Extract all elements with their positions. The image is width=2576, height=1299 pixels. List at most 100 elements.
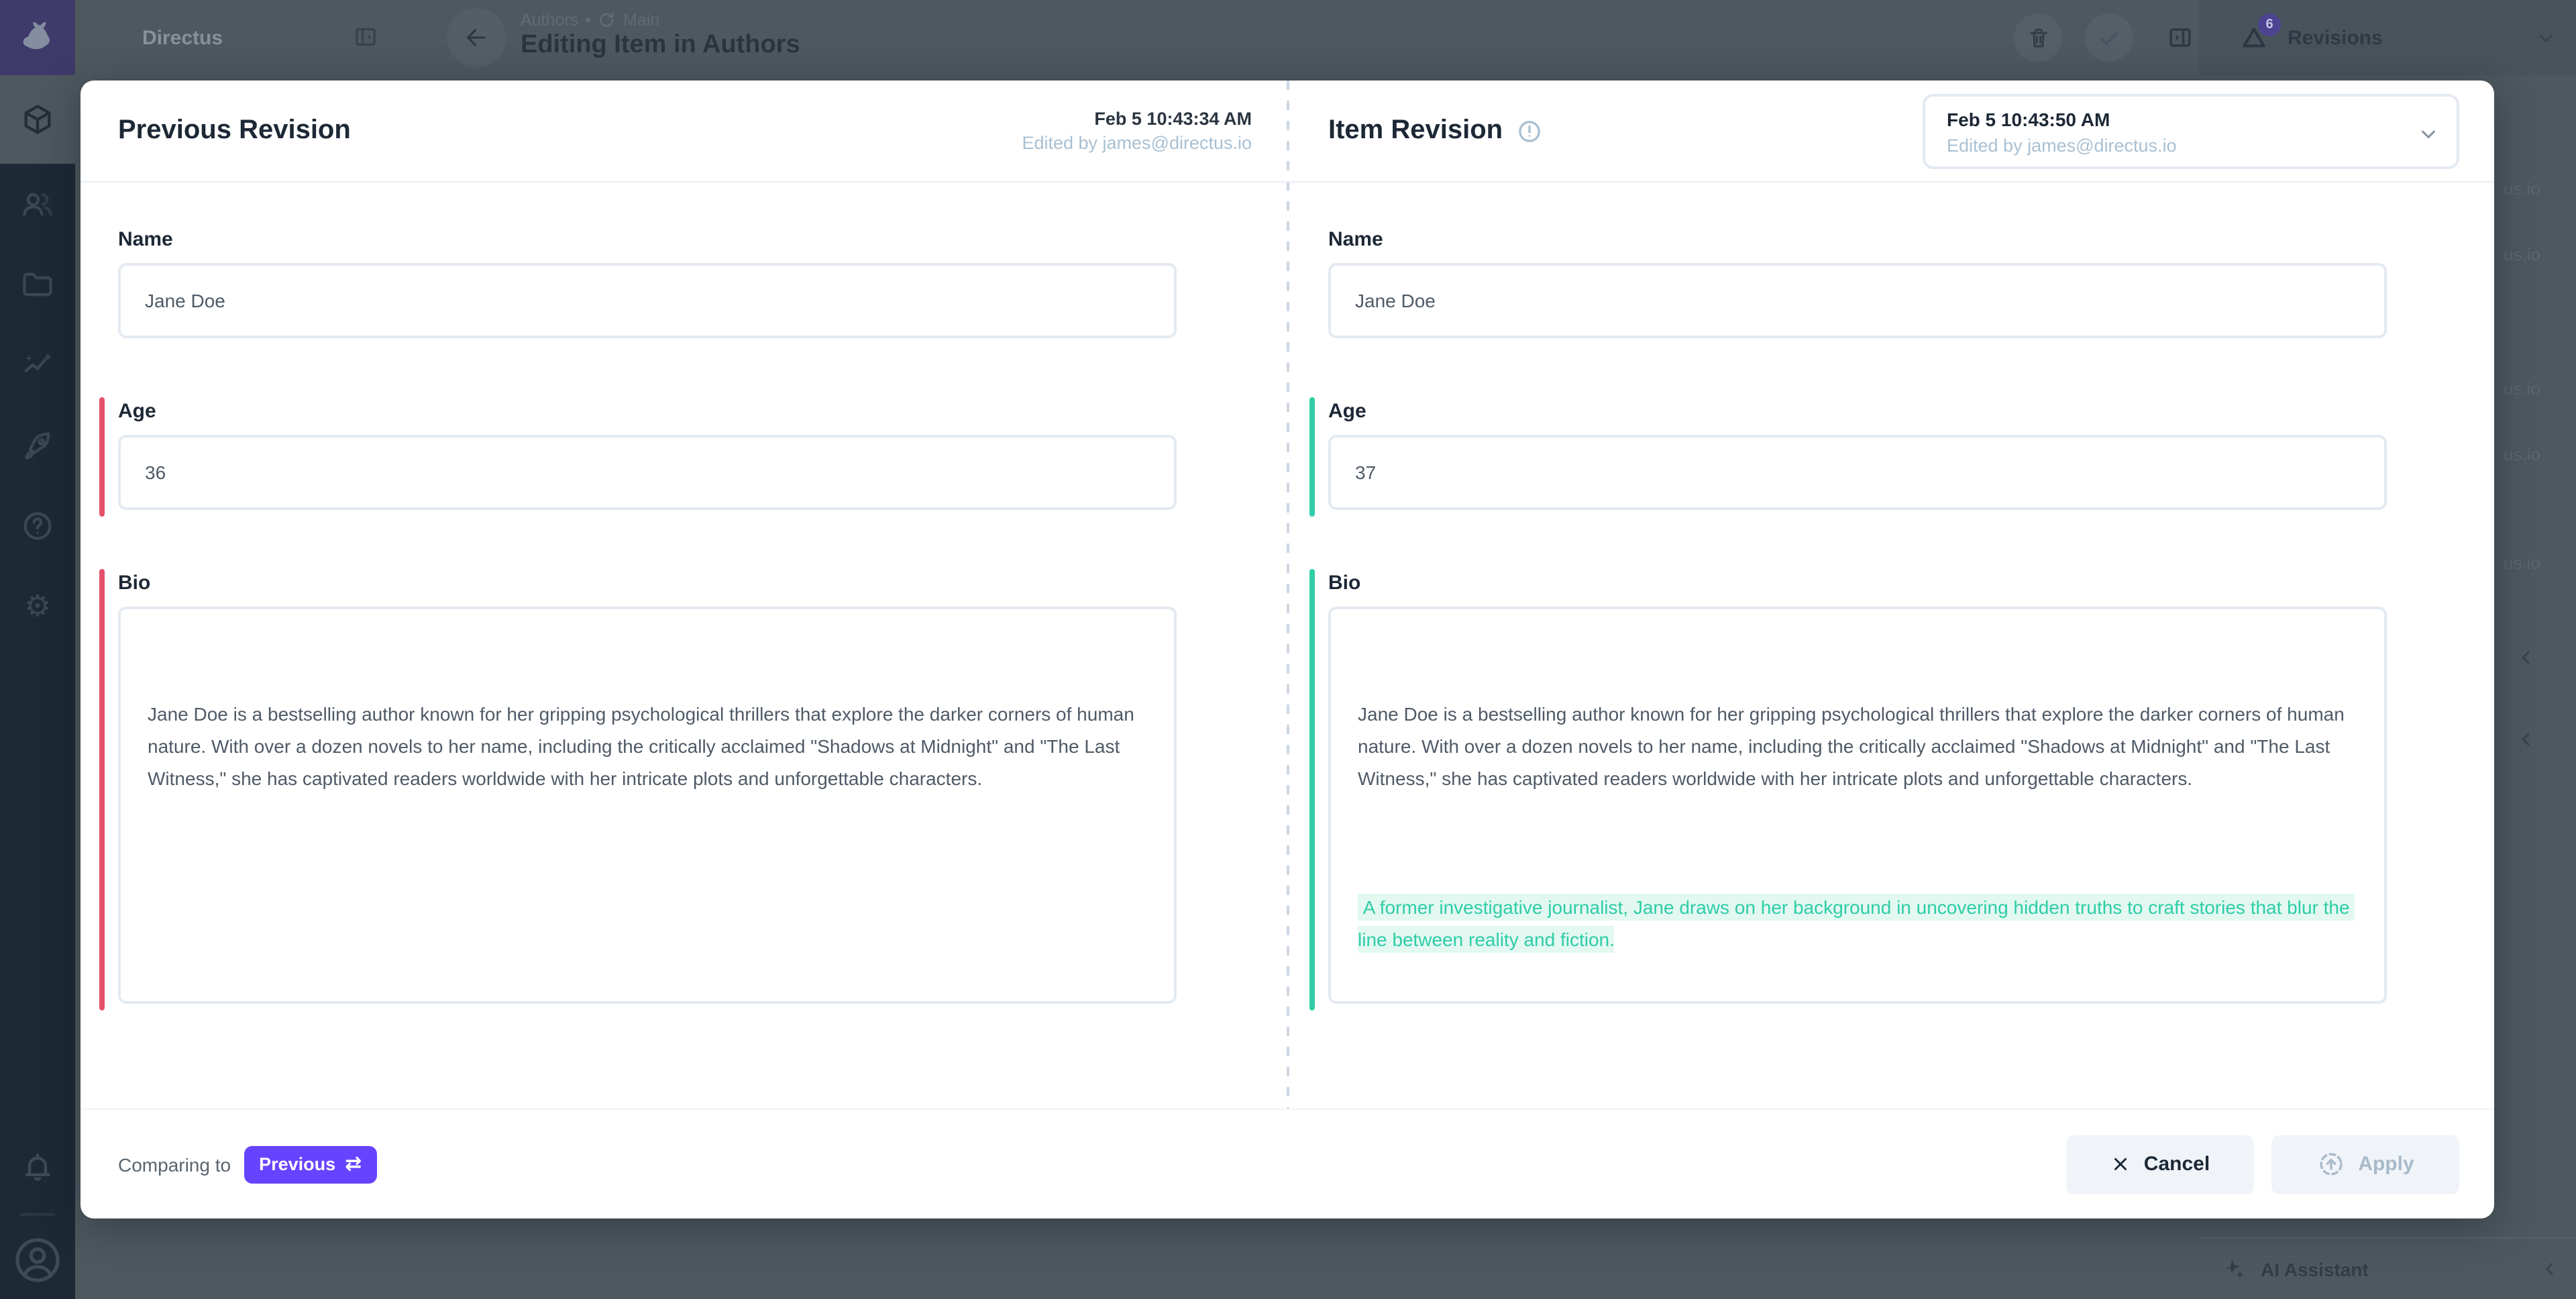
module-settings[interactable]: ⚙ bbox=[0, 566, 75, 647]
bio-added-text: A former investigative journalist, Jane … bbox=[1358, 891, 2357, 955]
compare-target-button[interactable]: Previous ⇄ bbox=[244, 1145, 377, 1183]
field-bio: Bio Jane Doe is a bestselling author kno… bbox=[99, 569, 1177, 1010]
delete-item-button[interactable] bbox=[2014, 13, 2062, 62]
caret-down-icon[interactable]: ▾ bbox=[666, 13, 674, 28]
previous-revision-title: Previous Revision bbox=[118, 115, 351, 145]
revision-select-dropdown[interactable]: Feb 5 10:43:50 AM Edited by james@direct… bbox=[1923, 93, 2459, 168]
chevron-down-icon[interactable] bbox=[2534, 27, 2557, 50]
chevron-down-icon bbox=[2416, 121, 2440, 146]
box-icon bbox=[24, 105, 51, 134]
modal-footer: Comparing to Previous ⇄ Cancel Apply bbox=[80, 1108, 2494, 1218]
age-input[interactable]: 36 bbox=[118, 435, 1177, 510]
field-name: Name Jane Doe bbox=[1328, 228, 2387, 338]
back-button[interactable] bbox=[447, 8, 506, 67]
bio-text: Jane Doe is a bestselling author known f… bbox=[1358, 703, 2350, 789]
sparkle-icon bbox=[2224, 1259, 2244, 1278]
revision-item-fragment[interactable]: us.io bbox=[2504, 178, 2540, 199]
item-revision-fields: Name Jane Doe Age 37 Bio Jane Doe is a b… bbox=[1288, 183, 2494, 1010]
field-bio: Bio Jane Doe is a bestselling author kno… bbox=[1309, 569, 2387, 1010]
module-users[interactable] bbox=[0, 164, 75, 244]
revision-item-fragment[interactable]: us.io bbox=[2504, 444, 2540, 464]
age-label: Age bbox=[118, 400, 156, 423]
module-files[interactable] bbox=[0, 244, 75, 325]
revisions-title: Revisions bbox=[2288, 26, 2383, 49]
version-sync-icon bbox=[600, 12, 614, 28]
name-label: Name bbox=[1328, 228, 1383, 251]
item-revision-title: Item Revision bbox=[1328, 115, 1503, 145]
users-icon bbox=[23, 193, 52, 216]
module-bar: ⚙ bbox=[0, 0, 75, 1299]
field-age: Age 36 bbox=[99, 397, 1177, 517]
chevron-left-icon[interactable] bbox=[2540, 1259, 2560, 1279]
previous-revision-meta: Feb 5 10:43:34 AM Edited by james@direct… bbox=[1022, 107, 1252, 155]
info-icon[interactable] bbox=[1516, 117, 1543, 144]
comparing-to-label: Comparing to bbox=[118, 1153, 231, 1175]
save-item-button[interactable] bbox=[2085, 13, 2133, 62]
revision-item-fragment[interactable]: us.io bbox=[2504, 378, 2540, 399]
bio-label: Bio bbox=[1328, 572, 1361, 594]
ai-assistant-label: AI Assistant bbox=[2261, 1258, 2369, 1280]
compare-target-label: Previous bbox=[259, 1154, 336, 1174]
bio-text: Jane Doe is a bestselling author known f… bbox=[148, 703, 1140, 789]
bio-label: Bio bbox=[118, 572, 151, 594]
module-insights[interactable] bbox=[0, 325, 75, 405]
revision-compare-modal: Previous Revision Feb 5 10:43:34 AM Edit… bbox=[80, 81, 2494, 1218]
item-revision-header: Item Revision Feb 5 10:43:50 AM Edited b… bbox=[1288, 81, 2494, 183]
breadcrumb-collection[interactable]: Authors bbox=[521, 11, 579, 30]
user-avatar[interactable] bbox=[0, 1221, 75, 1299]
module-guides[interactable] bbox=[0, 405, 75, 486]
check-icon bbox=[2100, 32, 2118, 46]
cancel-label: Cancel bbox=[2143, 1153, 2210, 1176]
directus-logo[interactable] bbox=[0, 0, 75, 75]
field-age: Age 37 bbox=[1309, 397, 2387, 517]
cancel-button[interactable]: Cancel bbox=[2066, 1135, 2254, 1194]
footer-buttons: Cancel Apply bbox=[2066, 1135, 2459, 1194]
age-input[interactable]: 37 bbox=[1328, 435, 2387, 510]
nav-collapse-button[interactable] bbox=[352, 23, 380, 51]
help-icon bbox=[23, 512, 52, 540]
module-content[interactable] bbox=[0, 75, 75, 164]
rabbit-logo-icon bbox=[23, 21, 50, 50]
breadcrumb-version[interactable]: Main bbox=[623, 11, 660, 30]
bio-textarea[interactable]: Jane Doe is a bestselling author known f… bbox=[1328, 607, 2387, 1004]
revision-select-edited-by: Edited by james@directus.io bbox=[1947, 135, 2177, 155]
notifications-button[interactable] bbox=[0, 1127, 75, 1208]
revisions-delta-icon: 6 bbox=[2239, 13, 2281, 52]
app-header: Directus Authors • Main ▾ Editing Item bbox=[75, 0, 2199, 75]
arrow-left-icon bbox=[466, 29, 486, 46]
previous-revision-fields: Name Jane Doe Age 36 Bio Jane Doe is a b… bbox=[80, 183, 1288, 1010]
field-name: Name Jane Doe bbox=[118, 228, 1177, 338]
revisions-count-badge: 6 bbox=[2258, 13, 2281, 36]
header-titles: Authors • Main ▾ Editing Item in Authors bbox=[521, 11, 800, 60]
account-circle-icon bbox=[15, 1238, 60, 1282]
revision-item-fragment[interactable]: us.io bbox=[2504, 244, 2540, 264]
chevron-left-icon[interactable] bbox=[2516, 729, 2537, 750]
ai-assistant-bar[interactable]: AI Assistant bbox=[2199, 1237, 2576, 1299]
bell-icon bbox=[25, 1153, 50, 1181]
revision-item-fragment[interactable]: us.io bbox=[2504, 553, 2540, 573]
apply-button[interactable]: Apply bbox=[2271, 1135, 2459, 1194]
name-input[interactable]: Jane Doe bbox=[118, 263, 1177, 338]
swap-icon: ⇄ bbox=[345, 1153, 362, 1176]
revision-select-timestamp: Feb 5 10:43:50 AM bbox=[1947, 108, 2110, 129]
gear-icon: ⚙ bbox=[24, 589, 51, 623]
page-title: Editing Item in Authors bbox=[521, 31, 800, 59]
name-input[interactable]: Jane Doe bbox=[1328, 263, 2387, 338]
previous-revision-edited-by: Edited by james@directus.io bbox=[1022, 132, 1252, 152]
bio-textarea[interactable]: Jane Doe is a bestselling author known f… bbox=[118, 607, 1177, 1004]
module-docs[interactable] bbox=[0, 486, 75, 566]
item-revision-title-wrap: Item Revision bbox=[1328, 115, 1543, 146]
close-icon bbox=[2114, 1158, 2127, 1170]
chevron-left-icon[interactable] bbox=[2516, 647, 2537, 668]
revisions-drawer-header[interactable]: 6 Revisions bbox=[2199, 0, 2576, 75]
sidebar-toggle-button[interactable] bbox=[2156, 13, 2204, 62]
previous-revision-timestamp: Feb 5 10:43:34 AM bbox=[1094, 108, 1252, 128]
module-bar-bottom bbox=[0, 1127, 75, 1299]
apply-label: Apply bbox=[2358, 1153, 2414, 1176]
item-revision-pane: Item Revision Feb 5 10:43:50 AM Edited b… bbox=[1288, 81, 2494, 1108]
folder-icon bbox=[23, 272, 52, 297]
breadcrumb[interactable]: Authors • Main ▾ bbox=[521, 11, 800, 30]
panel-collapse-icon bbox=[356, 28, 376, 46]
